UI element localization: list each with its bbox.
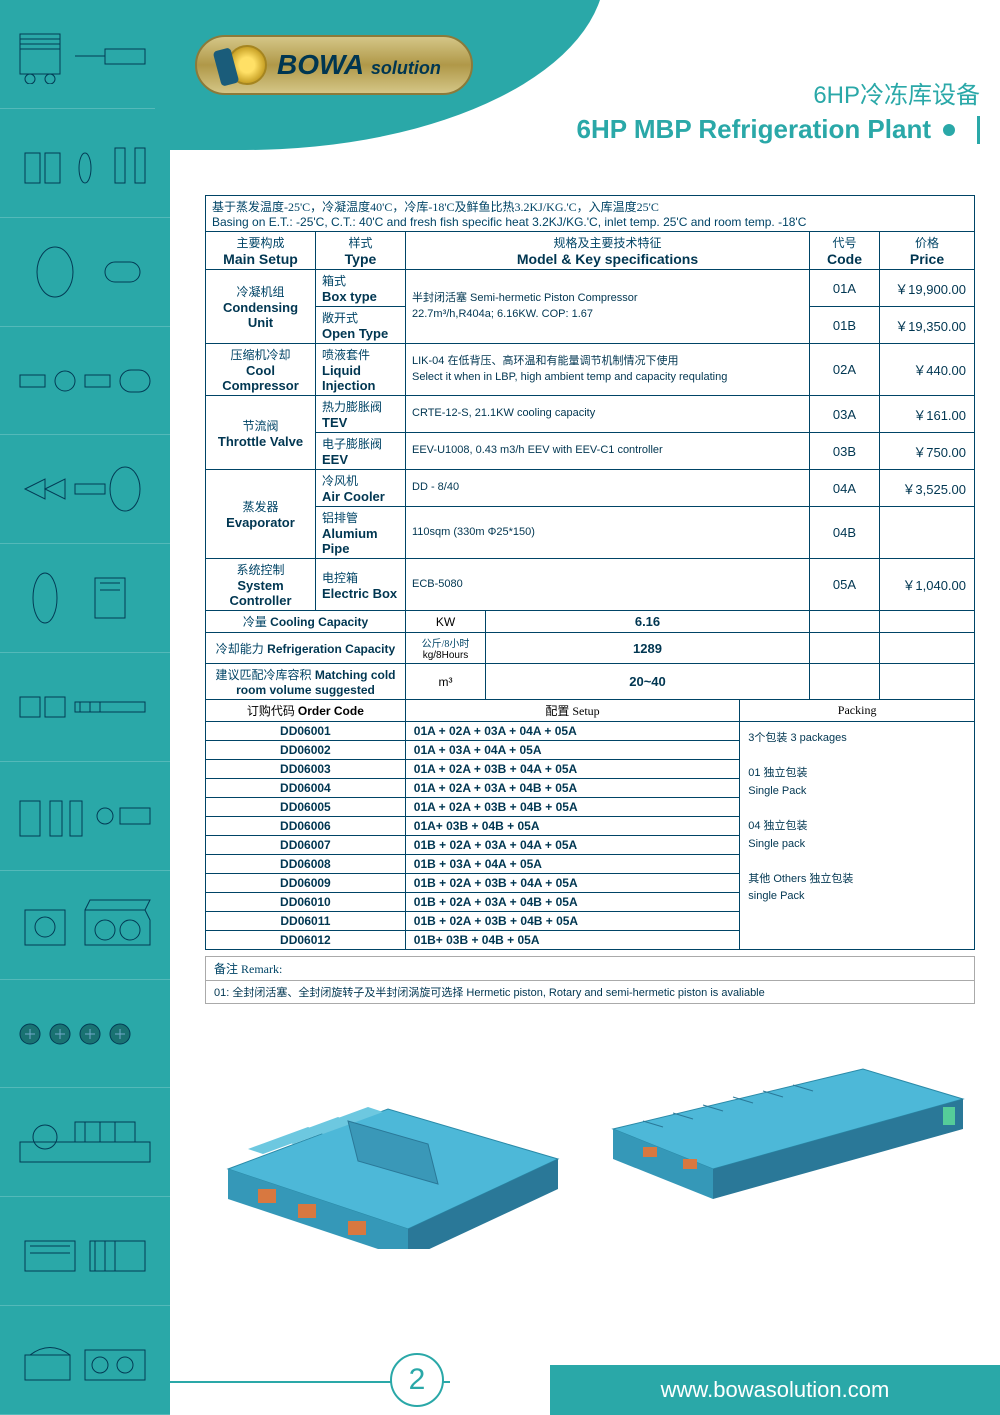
remark-body: 01: 全封闭活塞、全封闭旋转子及半封闭涡旋可选择 Hermetic pisto…: [206, 981, 974, 1003]
page-number: 2: [390, 1353, 444, 1407]
render-right: [603, 1029, 973, 1249]
remark-header: 备注 Remark:: [206, 957, 974, 981]
brand-suffix: solution: [371, 58, 441, 78]
intro-en: Basing on E.T.: -25'C, C.T.: 40'C and fr…: [212, 215, 968, 229]
order-table: 订购代码 Order Code 配置 Setup Packing DD06001…: [205, 699, 975, 950]
page-title: 6HP冷冻库设备 6HP MBP Refrigeration Plant: [577, 75, 980, 145]
medal-icon: [227, 45, 267, 85]
title-chinese: 6HP冷冻库设备: [577, 75, 980, 110]
render-images: [205, 1024, 975, 1254]
footer-url: www.bowasolution.com: [550, 1365, 1000, 1415]
intro-cn: 基于蒸发温度-25'C，冷凝温度40'C，冷库-18'C及鲜鱼比热3.2KJ/K…: [212, 198, 968, 215]
title-english: 6HP MBP Refrigeration Plant: [577, 114, 980, 145]
render-left: [208, 1029, 578, 1249]
brand-name: BOWA: [277, 49, 363, 80]
sidebar-schematics: [0, 0, 170, 1415]
brand-logo: BOWA solution: [195, 35, 473, 95]
remark-block: 备注 Remark: 01: 全封闭活塞、全封闭旋转子及半封闭涡旋可选择 Her…: [205, 956, 975, 1004]
specification-table: 基于蒸发温度-25'C，冷凝温度40'C，冷库-18'C及鲜鱼比热3.2KJ/K…: [205, 195, 975, 700]
main-content: 基于蒸发温度-25'C，冷凝温度40'C，冷库-18'C及鲜鱼比热3.2KJ/K…: [205, 195, 975, 1254]
